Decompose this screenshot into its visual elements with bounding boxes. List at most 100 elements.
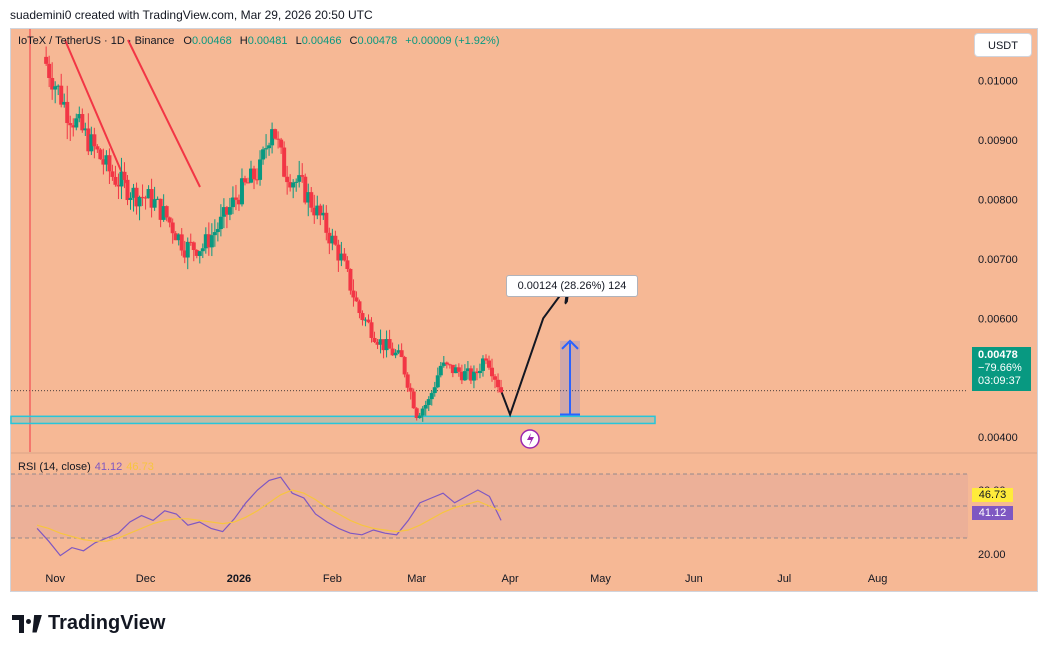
candle-body	[441, 362, 446, 366]
tradingview-logo[interactable]: TradingView	[12, 612, 165, 635]
candle-body	[354, 297, 359, 302]
candle-body	[282, 147, 287, 177]
measure-label[interactable]: 0.00124 (28.26%) 124	[506, 275, 638, 297]
candle-body	[333, 235, 338, 245]
low-value: 0.00466	[301, 35, 342, 47]
symbol-name[interactable]: IoTeX / TetherUS · 1D · Binance	[18, 35, 175, 47]
candle-body	[185, 241, 190, 258]
rsi-axis-tick: 20.00	[978, 549, 1006, 561]
candle-body	[134, 187, 139, 207]
candle-body	[402, 357, 407, 375]
candle-body	[53, 86, 58, 90]
change-value: +0.00009 (+1.92%)	[405, 35, 500, 47]
candle-body	[236, 199, 241, 205]
candle-body	[477, 370, 482, 374]
candle-body	[179, 234, 184, 251]
candle-body	[408, 387, 413, 392]
candle-body	[140, 196, 145, 198]
candle-body	[465, 368, 470, 372]
candle-body	[233, 197, 238, 200]
candle-body	[384, 339, 389, 351]
candle-body	[194, 250, 199, 256]
candle-body	[267, 145, 272, 149]
open-key: O	[183, 35, 192, 47]
candle-body	[261, 149, 266, 160]
ohlc-legend: IoTeX / TetherUS · 1D · Binance O0.00468…	[18, 35, 504, 47]
bar-countdown: 03:09:37	[978, 375, 1021, 387]
support-zone	[10, 415, 656, 425]
candle-body	[375, 342, 380, 345]
candle-body	[411, 391, 416, 409]
candle-body	[432, 387, 437, 394]
projection-arrow	[500, 286, 567, 418]
rsi-line	[36, 476, 502, 557]
candle-body	[279, 139, 284, 148]
rsi-title[interactable]: RSI (14, close)	[18, 461, 91, 473]
candle-body	[104, 155, 109, 165]
candle-body	[435, 375, 440, 388]
candle-body	[95, 146, 100, 150]
candle-body	[113, 176, 118, 185]
candle-body	[71, 125, 76, 128]
candle-body	[306, 192, 311, 203]
candle-body	[242, 178, 247, 183]
chart-area[interactable]	[10, 28, 1038, 592]
candle-body	[288, 182, 293, 188]
time-axis-tick: Apr	[502, 573, 519, 585]
candle-body	[381, 339, 386, 351]
candle-body	[119, 171, 124, 187]
candle-body	[450, 364, 455, 374]
candle-body	[89, 134, 94, 152]
time-axis-tick: Dec	[136, 573, 156, 585]
event-icon-bolt	[527, 433, 534, 446]
candle-body	[285, 176, 290, 183]
candle-body	[167, 217, 172, 223]
candle-body	[161, 206, 166, 220]
candle-body	[499, 387, 504, 393]
candle-body	[191, 242, 196, 251]
candle-body	[372, 337, 377, 343]
candle-body	[209, 235, 214, 248]
candle-body	[264, 148, 269, 150]
candle-body	[468, 368, 473, 381]
candle-body	[258, 159, 263, 180]
rsi-value: 41.12	[94, 461, 123, 473]
time-axis-tick: Jul	[777, 573, 791, 585]
candle-body	[62, 101, 67, 105]
candle-body	[321, 212, 326, 216]
candle-body	[327, 232, 332, 244]
candle-body	[453, 367, 458, 374]
candle-body	[59, 85, 64, 105]
candle-body	[342, 253, 347, 261]
candle-body	[294, 181, 299, 183]
candle-body	[155, 198, 160, 200]
candle-body	[92, 134, 97, 147]
candle-body	[197, 251, 202, 256]
last-price: 0.00478	[978, 349, 1018, 361]
time-axis-tick: Nov	[45, 573, 65, 585]
candle-body	[245, 182, 250, 184]
candle-body	[363, 319, 368, 321]
candle-body	[420, 408, 425, 416]
candle-body	[212, 232, 217, 236]
candle-body	[83, 128, 88, 131]
candle-body	[387, 339, 392, 349]
candle-body	[393, 352, 398, 356]
currency-button[interactable]: USDT	[974, 33, 1032, 57]
time-axis-tick: Mar	[407, 573, 426, 585]
price-axis-tick: 0.00900	[978, 135, 1018, 147]
candle-body	[378, 339, 383, 345]
candle-body	[122, 171, 127, 180]
candle-body	[318, 205, 323, 216]
rsi-ma-value: 46.73	[126, 461, 154, 473]
candle-body	[423, 404, 428, 409]
candle-body	[218, 216, 223, 230]
price-axis-tick: 0.00600	[978, 313, 1018, 325]
candle-body	[86, 128, 91, 152]
candle-body	[351, 290, 356, 298]
candle-body	[188, 241, 193, 243]
candle-body	[303, 176, 308, 203]
candle-body	[65, 101, 70, 124]
candle-body	[405, 374, 410, 388]
